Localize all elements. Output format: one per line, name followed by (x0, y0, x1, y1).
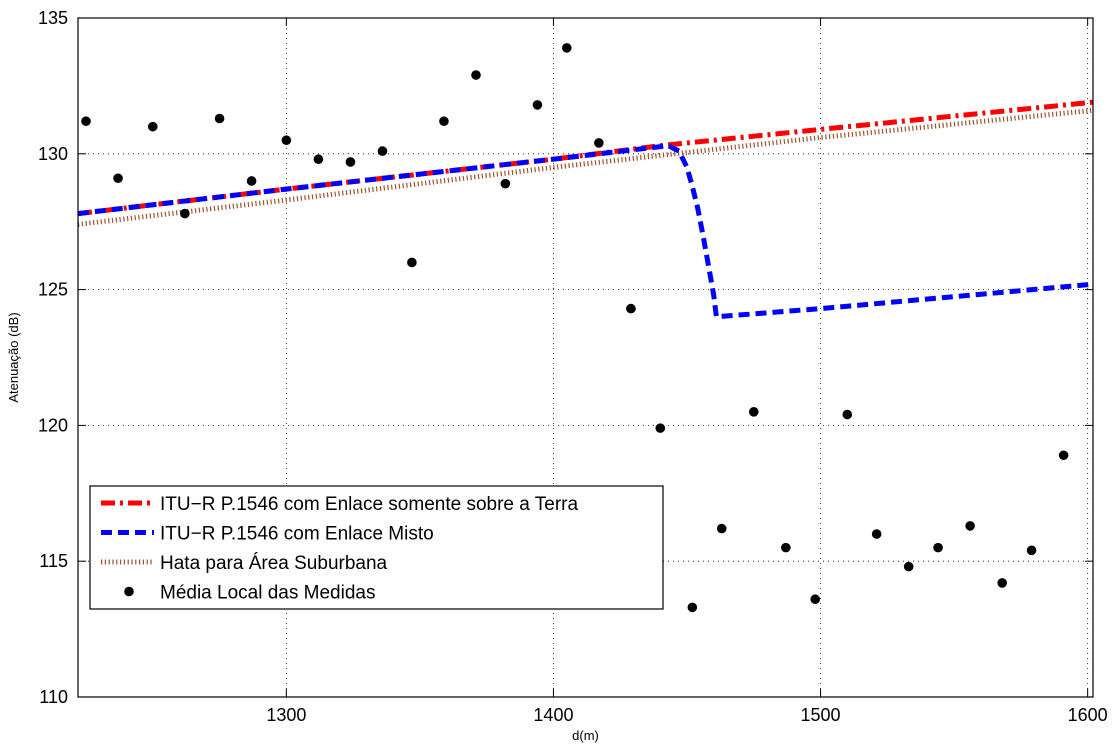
data-point (655, 423, 666, 433)
x-tick-label: 1500 (801, 705, 841, 725)
legend-label-1: ITU−R P.1546 com Enlace somente sobre a … (160, 494, 578, 515)
x-tick-label: 1400 (533, 705, 573, 725)
data-point (716, 523, 727, 534)
legend-label-4: Média Local das Medidas (160, 583, 375, 604)
axis-ticks: 1300 1400 1500 1600 110 115 120 125 130 135 (38, 8, 1108, 725)
data-point (1026, 545, 1037, 556)
legend-box (89, 485, 664, 610)
data-point (439, 116, 449, 127)
series-layer (77, 43, 1094, 613)
data-point (471, 70, 481, 80)
legend: ITU−R P.1546 com Enlace somente sobre a … (89, 485, 664, 610)
data-point (113, 173, 123, 184)
data-point (562, 43, 572, 53)
plot-border (77, 17, 1094, 698)
data-point (871, 529, 882, 539)
data-point (180, 208, 190, 219)
data-point (500, 178, 511, 189)
y-tick-label: 110 (39, 687, 68, 707)
data-point (281, 135, 292, 146)
series-line-3 (77, 107, 1094, 227)
data-point (147, 121, 158, 132)
y-tick-label: 130 (38, 144, 68, 164)
data-point (1058, 450, 1069, 461)
data-point (81, 116, 91, 127)
y-tick-label: 135 (38, 8, 68, 28)
y-axis-label: Atenuação (dB) (6, 312, 21, 402)
data-point (594, 138, 604, 148)
data-point (687, 602, 698, 613)
plot-frame (77, 17, 1094, 698)
data-point (748, 407, 759, 417)
y-tick-label: 115 (39, 551, 68, 571)
y-tick-label: 125 (38, 280, 68, 300)
data-point (997, 578, 1007, 588)
data-point (933, 542, 943, 553)
data-point (345, 157, 356, 167)
y-tick-label: 120 (38, 415, 68, 435)
data-point (214, 113, 225, 124)
data-point (810, 594, 821, 605)
legend-swatch-4 (124, 586, 134, 597)
data-point (842, 409, 853, 420)
data-point (377, 146, 388, 156)
legend-label-2: ITU−R P.1546 com Enlace Misto (160, 524, 434, 545)
x-tick-label: 1300 (266, 705, 306, 725)
legend-label-3: Hata para Área Suburbana (160, 553, 388, 574)
data-point (903, 561, 914, 572)
data-point (781, 542, 791, 553)
data-point (965, 521, 975, 531)
series-line-2 (77, 143, 1094, 320)
x-tick-label: 1600 (1068, 705, 1108, 725)
data-point (626, 303, 636, 314)
data-point (532, 100, 543, 110)
data-point (313, 154, 324, 165)
data-point (407, 257, 417, 268)
data-point (246, 176, 257, 186)
x-axis-label: d(m) (572, 728, 599, 743)
